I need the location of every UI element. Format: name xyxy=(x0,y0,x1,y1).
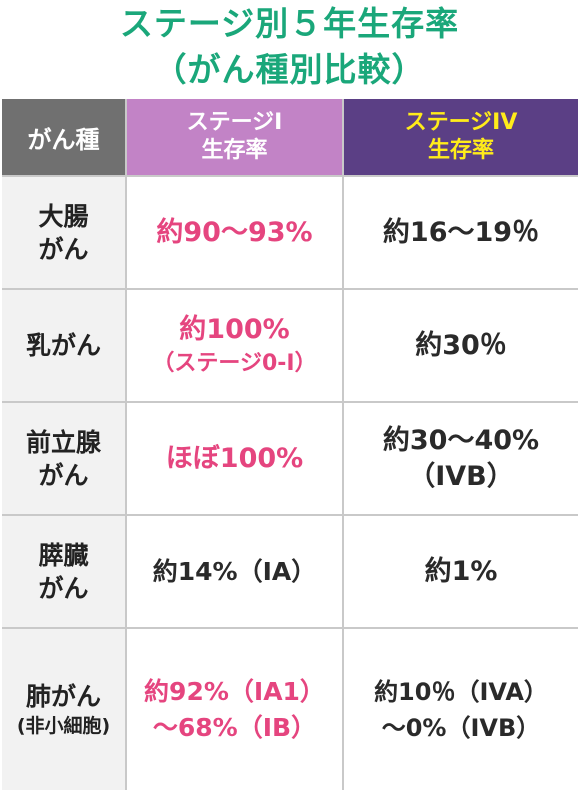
survival-table: がん種 ステージI 生存率 ステージIV 生存率 大腸 がん 約90〜93% 約… xyxy=(2,99,578,790)
row-label-pancreatic: 膵臓 がん xyxy=(2,516,125,627)
row-label-prostate: 前立腺 がん xyxy=(2,403,125,514)
row-label-line2: (非小細胞) xyxy=(16,715,111,737)
stage4-value-line1: 約1% xyxy=(424,555,498,587)
stage1-value-line1: ほぼ100% xyxy=(165,442,304,474)
row-label-line1: 肺がん xyxy=(25,682,101,711)
header-cancer-type-label: がん種 xyxy=(27,125,100,154)
stage1-value-lung: 約92%（IA1） 〜68%（IB） xyxy=(127,629,342,790)
stage4-value-line1: 約10％（IVA） xyxy=(374,677,548,706)
stage1-value-line2: 〜68%（IB） xyxy=(152,712,317,742)
stage4-value-line1: 約30％ xyxy=(415,329,507,361)
stage1-value-pancreatic: 約14%（IA） xyxy=(127,516,342,627)
stage4-value-colorectal: 約16〜19％ xyxy=(344,177,578,288)
stage4-value-line2: （IVB） xyxy=(408,460,514,492)
stage4-value-line2: 〜0%（IVB） xyxy=(381,713,541,742)
row-label-line2: がん xyxy=(38,460,89,490)
stage4-value-line1: 約30〜40% xyxy=(382,424,540,456)
row-label-line2: がん xyxy=(38,234,89,264)
row-label-line1: 前立腺 xyxy=(25,427,101,457)
stage1-value-line2: （ステージ0-I） xyxy=(152,350,317,376)
header-stage1-line1: ステージI xyxy=(186,110,283,135)
row-label-line2: がん xyxy=(38,573,89,603)
page-subtitle: （がん種別比較） xyxy=(153,50,426,89)
row-label-breast: 乳がん xyxy=(2,290,125,401)
stage4-value-lung: 約10％（IVA） 〜0%（IVB） xyxy=(344,629,578,790)
header-stage4-line1: ステージIV xyxy=(404,110,518,135)
stage4-value-line1: 約16〜19％ xyxy=(382,216,540,248)
row-label-line1: 大腸 xyxy=(38,201,89,231)
header-stage4-line2: 生存率 xyxy=(427,138,494,163)
stage1-value-line1: 約92%（IA1） xyxy=(144,676,325,706)
row-label-colorectal: 大腸 がん xyxy=(2,177,125,288)
stage4-value-breast: 約30％ xyxy=(344,290,578,401)
stage1-value-colorectal: 約90〜93% xyxy=(127,177,342,288)
stage1-value-breast: 約100% （ステージ0-I） xyxy=(127,290,342,401)
header-cancer-type: がん種 xyxy=(2,99,125,175)
stage4-value-pancreatic: 約1% xyxy=(344,516,578,627)
header-stage1: ステージI 生存率 xyxy=(127,99,342,175)
stage1-value-line1: 約14%（IA） xyxy=(152,556,317,586)
row-label-line1: 乳がん xyxy=(25,331,101,360)
header-stage4: ステージIV 生存率 xyxy=(344,99,578,175)
row-label-lung: 肺がん (非小細胞) xyxy=(2,629,125,790)
page-title: ステージ別５年生存率 xyxy=(119,4,460,43)
stage4-value-prostate: 約30〜40% （IVB） xyxy=(344,403,578,514)
stage1-value-line1: 約90〜93% xyxy=(156,216,313,248)
stage1-value-line1: 約100% xyxy=(179,313,290,345)
row-label-line1: 膵臓 xyxy=(38,540,89,570)
header-stage1-line2: 生存率 xyxy=(201,138,268,163)
stage1-value-prostate: ほぼ100% xyxy=(127,403,342,514)
